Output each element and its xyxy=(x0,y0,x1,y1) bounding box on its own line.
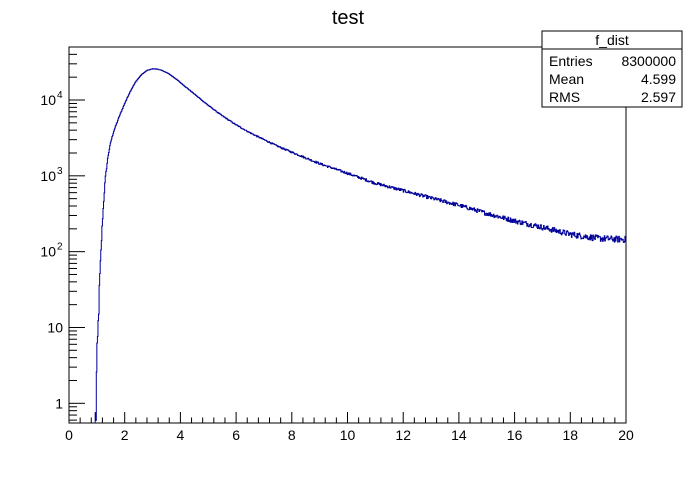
series-line-f_dist xyxy=(94,68,626,423)
stats-entries-label: Entries xyxy=(549,53,593,69)
x-tick-label: 12 xyxy=(395,427,411,443)
y-tick-base: 10 xyxy=(40,92,56,108)
x-tick-label: 14 xyxy=(451,427,467,443)
y-tick-base: 10 xyxy=(40,244,56,260)
stats-mean-label: Mean xyxy=(549,71,584,87)
x-tick-label: 8 xyxy=(288,427,296,443)
y-tick-label: 10 3 xyxy=(40,166,63,184)
series-layer xyxy=(94,68,626,423)
stats-rms-label: RMS xyxy=(549,89,580,105)
stats-box: f_dist Entries 8300000 Mean 4.599 RMS 2.… xyxy=(541,30,683,108)
y-tick-label: 10 4 xyxy=(40,90,63,108)
stats-entries-value: 8300000 xyxy=(621,53,676,69)
y-tick-exponent: 2 xyxy=(57,242,63,253)
y-tick-label: 10 2 xyxy=(40,242,63,260)
x-tick-label: 20 xyxy=(618,427,634,443)
x-tick-label: 16 xyxy=(507,427,523,443)
x-tick-label: 18 xyxy=(563,427,579,443)
x-axis: 0 2 4 6 8 10 12 14 16 18 20 xyxy=(65,412,634,443)
x-tick-label: 2 xyxy=(121,427,129,443)
y-tick-base: 10 xyxy=(40,168,56,184)
y-tick-exponent: 4 xyxy=(57,90,63,101)
stats-rms-value: 2.597 xyxy=(641,89,676,105)
y-tick-label: 10 xyxy=(47,319,63,335)
chart-title: test xyxy=(332,7,365,29)
stats-box-title: f_dist xyxy=(595,32,629,48)
x-tick-label: 6 xyxy=(232,427,240,443)
y-tick-exponent: 3 xyxy=(57,166,63,177)
x-tick-label: 10 xyxy=(340,427,356,443)
x-tick-label: 0 xyxy=(65,427,73,443)
y-tick-label: 1 xyxy=(55,395,63,411)
stats-mean-value: 4.599 xyxy=(641,71,676,87)
stats-box-frame xyxy=(541,30,683,108)
x-tick-label: 4 xyxy=(177,427,185,443)
